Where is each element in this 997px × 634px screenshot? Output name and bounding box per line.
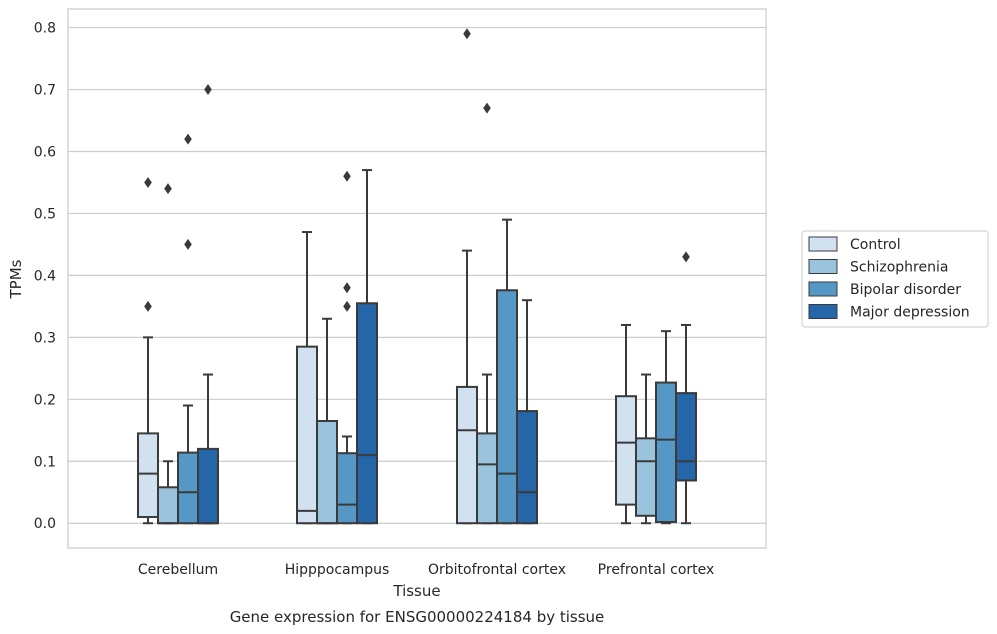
box-iqr bbox=[496, 289, 518, 525]
box-iqr bbox=[615, 395, 637, 506]
box-iqr bbox=[336, 452, 358, 525]
box-major-depression bbox=[197, 84, 219, 525]
box-bipolar-disorder bbox=[177, 133, 199, 525]
legend-frame bbox=[801, 230, 989, 328]
legend-label: Schizophrenia bbox=[850, 260, 948, 276]
outlier-point bbox=[144, 300, 152, 312]
box-iqr bbox=[476, 432, 498, 525]
box-bipolar-disorder bbox=[655, 330, 677, 525]
box-schizophrenia bbox=[316, 317, 338, 525]
box-schizophrenia bbox=[635, 373, 657, 525]
box-iqr bbox=[296, 345, 318, 525]
y-tick-label: 0.6 bbox=[34, 144, 56, 160]
box-major-depression bbox=[516, 299, 538, 525]
box-iqr bbox=[516, 410, 538, 525]
x-tick-label: Cerebellum bbox=[138, 562, 218, 578]
y-tick-label: 0.0 bbox=[34, 516, 56, 532]
box-iqr bbox=[137, 432, 159, 519]
box-iqr bbox=[177, 451, 199, 525]
box-control bbox=[137, 176, 159, 525]
x-tick-label: Hipppocampus bbox=[285, 562, 390, 578]
legend-label: Control bbox=[850, 237, 901, 253]
box-iqr bbox=[635, 437, 657, 517]
plot-marks bbox=[137, 28, 697, 525]
legend-label: Major depression bbox=[850, 305, 970, 321]
box-iqr bbox=[316, 419, 338, 525]
legend: Control Schizophrenia Bipolar disorder Majo… bbox=[801, 230, 989, 328]
y-tick-label: 0.4 bbox=[34, 268, 56, 284]
box-iqr bbox=[675, 392, 697, 482]
y-axis-ticks: 0.0 0.1 0.2 0.3 0.4 0.5 0.6 0.7 0.8 bbox=[34, 21, 56, 533]
y-tick-label: 0.3 bbox=[34, 330, 56, 346]
legend-label: Bipolar disorder bbox=[850, 282, 961, 298]
box-control bbox=[615, 323, 637, 525]
outlier-point bbox=[184, 133, 192, 145]
outlier-point bbox=[682, 251, 690, 263]
y-axis-label: TPMs bbox=[7, 259, 25, 299]
x-tick-label: Orbitofrontal cortex bbox=[428, 562, 566, 578]
box-iqr bbox=[456, 385, 478, 525]
box-major-depression bbox=[675, 251, 697, 525]
outlier-point bbox=[463, 28, 471, 40]
outlier-point bbox=[343, 300, 351, 312]
outlier-point bbox=[144, 176, 152, 188]
y-tick-label: 0.8 bbox=[34, 21, 56, 37]
box-bipolar-disorder bbox=[336, 170, 358, 525]
outlier-point bbox=[483, 102, 491, 114]
box-schizophrenia bbox=[476, 102, 498, 525]
y-tick-label: 0.5 bbox=[34, 206, 56, 222]
y-tick-label: 0.1 bbox=[34, 454, 56, 470]
legend-swatch bbox=[808, 236, 838, 252]
legend-swatch bbox=[808, 281, 838, 297]
box-iqr bbox=[655, 381, 677, 523]
legend-swatch bbox=[808, 259, 838, 274]
box-iqr bbox=[356, 302, 378, 525]
box-iqr bbox=[157, 486, 179, 525]
plot-frame bbox=[67, 8, 767, 549]
legend-swatch bbox=[808, 304, 838, 319]
box-iqr bbox=[197, 447, 219, 525]
x-tick-label: Prefrontal cortex bbox=[598, 562, 715, 578]
box-bipolar-disorder bbox=[496, 218, 518, 525]
x-axis-ticks: Cerebellum Hipppocampus Orbitofrontal cort… bbox=[138, 562, 714, 578]
chart-caption: Gene expression for ENSG00000224184 by t… bbox=[230, 608, 605, 626]
y-tick-label: 0.2 bbox=[34, 392, 56, 408]
y-tick-label: 0.7 bbox=[34, 83, 56, 99]
outlier-point bbox=[343, 282, 351, 294]
x-axis-label: Tissue bbox=[392, 582, 440, 600]
outlier-point bbox=[184, 238, 192, 250]
outlier-point bbox=[204, 84, 212, 96]
box-schizophrenia bbox=[157, 183, 179, 525]
outlier-point bbox=[343, 170, 351, 182]
outlier-point bbox=[164, 183, 172, 195]
box-major-depression bbox=[356, 169, 378, 525]
box-control bbox=[296, 231, 318, 525]
